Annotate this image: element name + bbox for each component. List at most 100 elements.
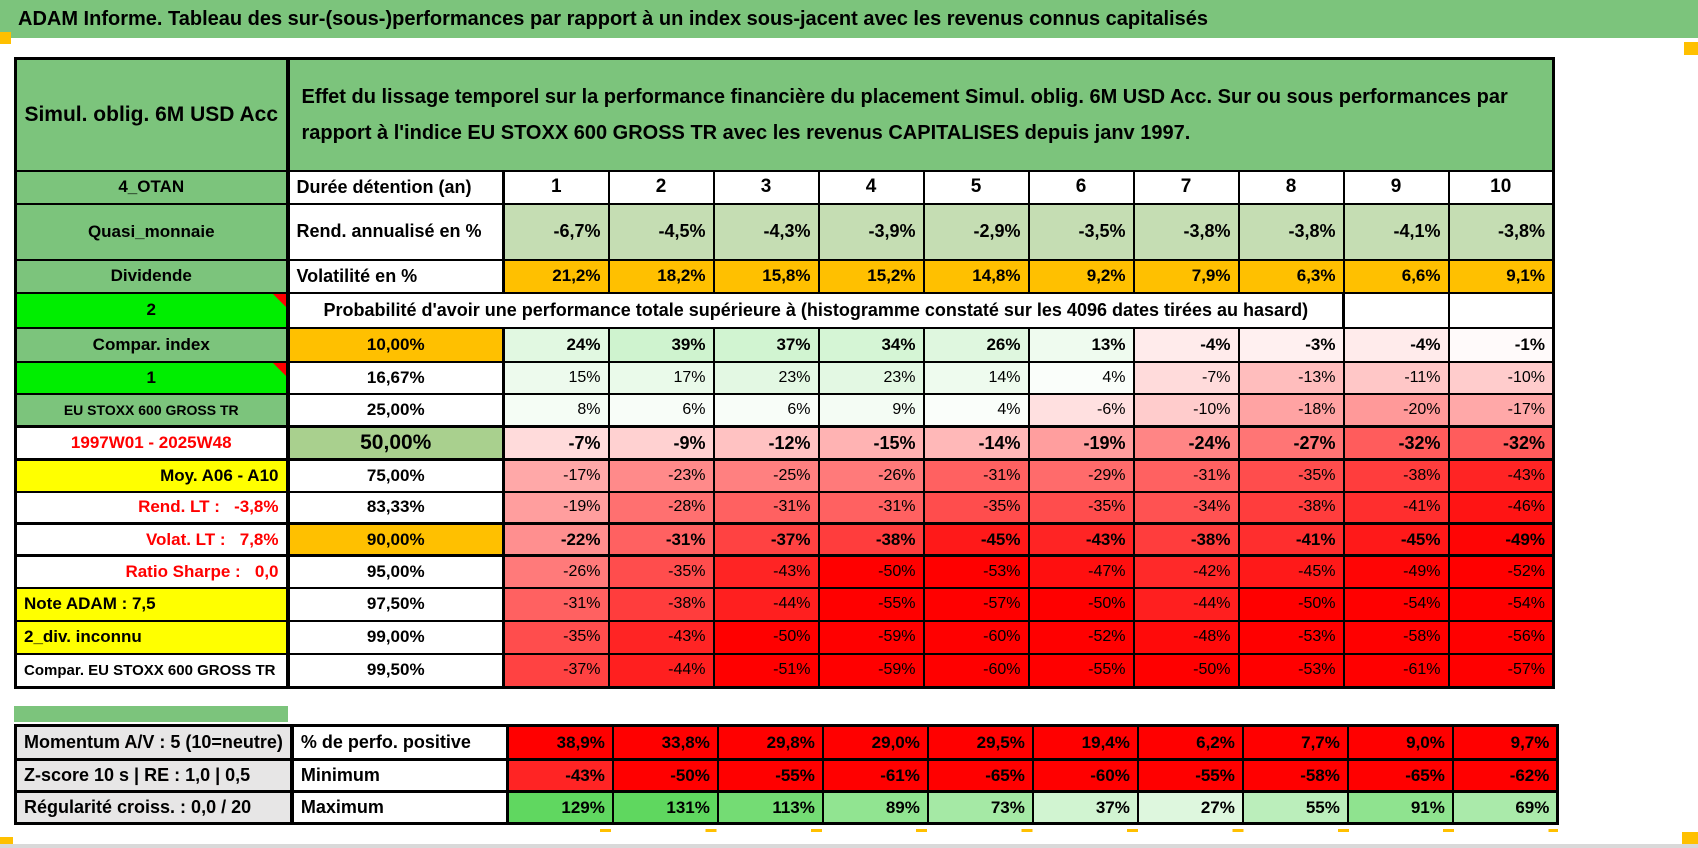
data-cell[interactable]: -13% — [1237, 360, 1345, 395]
empty-cell[interactable] — [1447, 291, 1555, 329]
row-sublabel[interactable]: 10,00% — [286, 326, 505, 363]
data-cell[interactable]: -43% — [712, 554, 820, 589]
data-cell[interactable]: 91% — [1346, 790, 1454, 825]
data-cell[interactable]: -45% — [1342, 522, 1450, 557]
row-label[interactable]: Momentum A/V : 5 (10=neutre) — [14, 724, 294, 761]
probability-note-cell[interactable]: Probabilité d'avoir une performance tota… — [286, 291, 1345, 329]
data-cell[interactable]: -4,5% — [607, 202, 715, 261]
data-cell[interactable]: -7% — [502, 425, 610, 461]
data-cell[interactable]: -31% — [607, 522, 715, 557]
data-cell[interactable]: -43% — [607, 619, 715, 655]
data-cell[interactable]: -65% — [1346, 758, 1454, 793]
data-cell[interactable]: 6,3% — [1237, 258, 1345, 294]
data-cell[interactable]: 6,6% — [1342, 258, 1450, 294]
row-sublabel[interactable]: 99,50% — [286, 652, 505, 689]
data-cell[interactable]: -58% — [1241, 758, 1349, 793]
data-cell[interactable]: 15,2% — [817, 258, 925, 294]
data-cell[interactable]: -35% — [1027, 490, 1135, 525]
row-sublabel[interactable]: 25,00% — [286, 392, 505, 428]
data-cell[interactable]: 23% — [712, 360, 820, 395]
row-label[interactable]: 2_div. inconnu — [14, 619, 290, 655]
data-cell[interactable]: 23% — [817, 360, 925, 395]
data-cell[interactable]: -50% — [712, 619, 820, 655]
data-cell[interactable]: -20% — [1342, 392, 1450, 428]
data-cell[interactable]: -59% — [817, 619, 925, 655]
data-cell[interactable]: -4% — [1342, 326, 1450, 363]
data-cell[interactable]: 9% — [817, 392, 925, 428]
description-cell[interactable]: Effet du lissage temporel sur la perform… — [286, 57, 1555, 172]
data-cell[interactable]: -46% — [1447, 490, 1555, 525]
row-sublabel[interactable]: 75,00% — [286, 458, 505, 493]
data-cell[interactable]: -38% — [1342, 458, 1450, 493]
data-cell[interactable]: -12% — [712, 425, 820, 461]
data-cell[interactable]: 27% — [1136, 790, 1244, 825]
data-cell[interactable]: 4% — [922, 392, 1030, 428]
data-cell[interactable]: 29,8% — [716, 724, 824, 761]
data-cell[interactable]: -18% — [1237, 392, 1345, 428]
data-cell[interactable]: -22% — [502, 522, 610, 557]
data-cell[interactable]: 29,5% — [926, 724, 1034, 761]
data-cell[interactable]: -10% — [1447, 360, 1555, 395]
column-header-cell[interactable]: 6 — [1027, 169, 1135, 205]
data-cell[interactable]: -19% — [502, 490, 610, 525]
data-cell[interactable]: -28% — [607, 490, 715, 525]
data-cell[interactable]: -19% — [1027, 425, 1135, 461]
data-cell[interactable]: -3,5% — [1027, 202, 1135, 261]
data-cell[interactable]: -60% — [922, 652, 1030, 689]
data-cell[interactable]: -61% — [821, 758, 929, 793]
data-cell[interactable]: 9,0% — [1346, 724, 1454, 761]
data-cell[interactable]: -56% — [1447, 619, 1555, 655]
row-label[interactable]: Moy. A06 - A10 — [14, 458, 290, 493]
column-header-cell[interactable]: 9 — [1342, 169, 1450, 205]
data-cell[interactable]: -55% — [817, 586, 925, 622]
column-header-cell[interactable]: 2 — [607, 169, 715, 205]
data-cell[interactable]: -60% — [922, 619, 1030, 655]
row-sublabel[interactable]: Durée détention (an) — [286, 169, 505, 205]
data-cell[interactable]: -57% — [922, 586, 1030, 622]
row-sublabel[interactable]: 83,33% — [286, 490, 505, 525]
data-cell[interactable]: -15% — [817, 425, 925, 461]
data-cell[interactable]: -26% — [817, 458, 925, 493]
data-cell[interactable]: -32% — [1447, 425, 1555, 461]
data-cell[interactable]: -57% — [1447, 652, 1555, 689]
data-cell[interactable]: -27% — [1237, 425, 1345, 461]
data-cell[interactable]: -2,9% — [922, 202, 1030, 261]
data-cell[interactable]: -52% — [1447, 554, 1555, 589]
data-cell[interactable]: -35% — [1237, 458, 1345, 493]
data-cell[interactable]: -4,3% — [712, 202, 820, 261]
row-sublabel[interactable]: 90,00% — [286, 522, 505, 557]
row-label[interactable]: Volat. LT : 7,8% — [14, 522, 290, 557]
data-cell[interactable]: 131% — [611, 790, 719, 825]
data-cell[interactable]: 55% — [1241, 790, 1349, 825]
data-cell[interactable]: -41% — [1342, 490, 1450, 525]
data-cell[interactable]: 14,8% — [922, 258, 1030, 294]
data-cell[interactable]: 7,7% — [1241, 724, 1349, 761]
data-cell[interactable]: -53% — [922, 554, 1030, 589]
row-label[interactable]: 4_OTAN — [14, 169, 290, 205]
data-cell[interactable]: 24% — [502, 326, 610, 363]
data-cell[interactable]: 15% — [502, 360, 610, 395]
row-label[interactable]: EU STOXX 600 GROSS TR — [14, 392, 290, 428]
row-sublabel[interactable]: 50,00% — [286, 425, 505, 461]
data-cell[interactable]: 6% — [607, 392, 715, 428]
data-cell[interactable]: 18,2% — [607, 258, 715, 294]
data-cell[interactable]: 14% — [922, 360, 1030, 395]
data-cell[interactable]: 19,4% — [1031, 724, 1139, 761]
data-cell[interactable]: -23% — [607, 458, 715, 493]
row-label[interactable]: 2 — [14, 291, 290, 329]
column-header-cell[interactable]: 5 — [922, 169, 1030, 205]
data-cell[interactable]: -55% — [716, 758, 824, 793]
row-label[interactable]: Compar. EU STOXX 600 GROSS TR — [14, 652, 290, 689]
row-label[interactable]: Note ADAM : 7,5 — [14, 586, 290, 622]
data-cell[interactable]: -7% — [1132, 360, 1240, 395]
data-cell[interactable]: 13% — [1027, 326, 1135, 363]
data-cell[interactable]: -34% — [1132, 490, 1240, 525]
data-cell[interactable]: -25% — [712, 458, 820, 493]
data-cell[interactable]: 73% — [926, 790, 1034, 825]
data-cell[interactable]: -49% — [1447, 522, 1555, 557]
row-sublabel[interactable]: 16,67% — [286, 360, 505, 395]
data-cell[interactable]: 33,8% — [611, 724, 719, 761]
data-cell[interactable]: -53% — [1237, 652, 1345, 689]
data-cell[interactable]: 129% — [506, 790, 614, 825]
data-cell[interactable]: 26% — [922, 326, 1030, 363]
